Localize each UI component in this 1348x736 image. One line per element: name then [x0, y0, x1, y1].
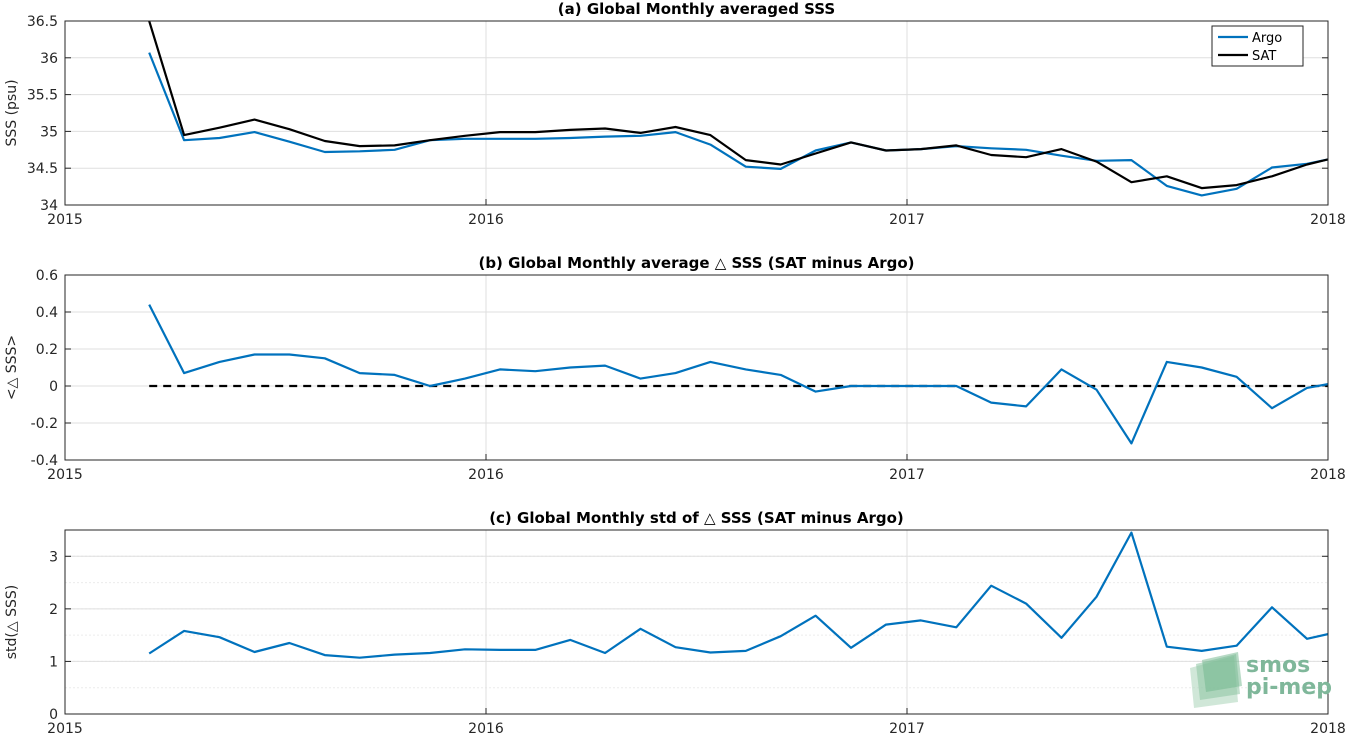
x-tick-label: 2018 — [1310, 212, 1346, 228]
x-tick-label: 2015 — [47, 467, 83, 483]
panel-a: 34 34.5 35 35.5 36 36.5 2015 2016 2017 2018 (a) Gl… — [4, 0, 1346, 228]
y-tick-label: 0.4 — [36, 305, 58, 321]
y-tick-label: 0 — [49, 707, 58, 723]
legend-box — [1211, 25, 1304, 67]
series-line-b — [148, 304, 1328, 445]
y-axis-label: <△ SSS> — [4, 335, 20, 400]
plot-area — [65, 21, 1328, 205]
y-tick-label: -0.4 — [31, 453, 58, 469]
panel-c: 0 1 2 3 2015 2016 2017 2018 (c) Global Monthly s… — [4, 509, 1346, 736]
x-tick-label: 2016 — [468, 212, 504, 228]
y-tick-label: 34 — [40, 198, 58, 214]
y-axis-label: SSS (psu) — [4, 79, 20, 146]
axes-box — [64, 20, 1329, 206]
smos-logo-icon — [1190, 652, 1242, 708]
x-tick-label: 2016 — [468, 721, 504, 736]
y-tick-label: 36 — [40, 51, 58, 67]
chart-title: (a) Global Monthly averaged SSS — [558, 0, 835, 18]
axes-box — [64, 274, 1329, 461]
x-tick-label: 2015 — [47, 721, 83, 736]
y-tick-label: -0.2 — [31, 416, 58, 432]
legend-label-argo: Argo — [1252, 31, 1282, 46]
x-tick-label: 2017 — [889, 212, 925, 228]
axes-box — [64, 529, 1329, 715]
panel-b: -0.4 -0.2 0 0.2 0.4 0.6 2015 2016 2017 2018 (b) Gl… — [4, 254, 1346, 483]
series-line-argo — [148, 52, 1328, 197]
y-tick-label: 0.6 — [36, 268, 58, 284]
y-tick-label: 35.5 — [27, 88, 58, 104]
legend-label-sat: SAT — [1252, 49, 1276, 64]
chart-title: (b) Global Monthly average △ SSS (SAT mi… — [478, 254, 914, 272]
watermark-line1: smos — [1246, 653, 1310, 678]
series-line-sat — [148, 21, 1328, 190]
x-tick-label: 2015 — [47, 212, 83, 228]
y-tick-label: 36.5 — [27, 14, 58, 30]
legend: Argo SAT — [1211, 25, 1304, 67]
y-tick-label: 0.2 — [36, 342, 58, 358]
x-tick-label: 2016 — [468, 467, 504, 483]
y-tick-label: 2 — [49, 602, 58, 618]
chart-title: (c) Global Monthly std of △ SSS (SAT min… — [489, 509, 904, 527]
x-tick-label: 2017 — [889, 467, 925, 483]
smos-pimep-watermark: smos pi-mep — [1190, 652, 1332, 708]
watermark-line2: pi-mep — [1246, 675, 1332, 700]
series-line-c — [148, 531, 1328, 659]
x-tick-label: 2017 — [889, 721, 925, 736]
y-tick-label: 3 — [49, 549, 58, 565]
y-tick-label: 34.5 — [27, 161, 58, 177]
y-tick-label: 35 — [40, 124, 58, 140]
plot-area — [65, 530, 1328, 714]
y-tick-label: 0 — [49, 379, 58, 395]
y-axis-label: std(△ SSS) — [4, 585, 20, 659]
x-tick-label: 2018 — [1310, 467, 1346, 483]
x-tick-label: 2018 — [1310, 721, 1346, 736]
y-tick-label: 1 — [49, 654, 58, 670]
